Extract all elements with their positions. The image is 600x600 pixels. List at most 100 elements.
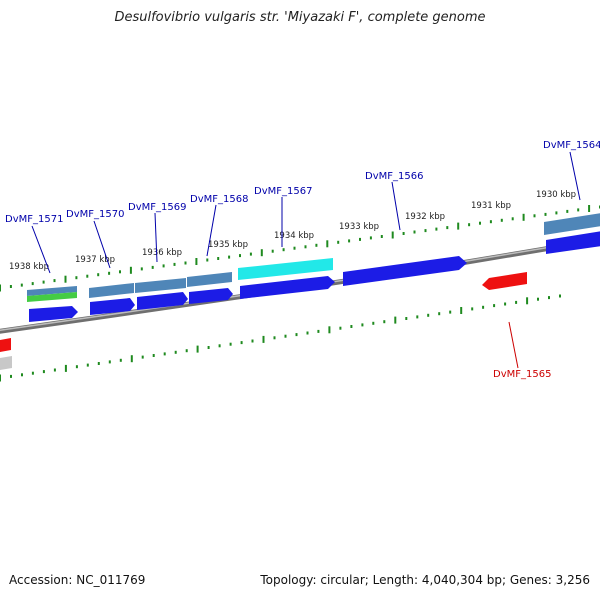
minor-tick <box>405 317 408 320</box>
minor-tick <box>295 333 298 337</box>
cds-1567[interactable] <box>240 276 335 299</box>
major-tick <box>588 205 591 212</box>
minor-tick <box>435 227 438 231</box>
minor-tick <box>315 243 318 247</box>
minor-tick <box>559 294 561 298</box>
minor-tick <box>86 274 89 278</box>
minor-tick <box>413 230 416 234</box>
gene-label-dvmf-1564[interactable]: DvMF_1564 <box>543 140 600 151</box>
genome-summary-text: Topology: circular; Length: 4,040,304 bp… <box>260 573 590 587</box>
minor-tick <box>548 296 550 300</box>
major-tick <box>326 240 329 248</box>
gene-label-dvmf-1566[interactable]: DvMF_1566 <box>365 171 423 182</box>
cds-1565[interactable] <box>482 272 527 290</box>
minor-tick <box>271 249 274 253</box>
gene-label-dvmf-1568[interactable]: DvMF_1568 <box>190 194 248 205</box>
feature-1571-a[interactable] <box>27 286 77 296</box>
cds-1566[interactable] <box>343 256 467 286</box>
minor-tick <box>402 232 405 235</box>
scale-label: 1936 kbp <box>142 248 182 258</box>
minor-tick <box>372 321 375 325</box>
scale-label: 1932 kbp <box>405 212 445 222</box>
minor-tick <box>317 329 320 333</box>
feature-left-gray[interactable] <box>0 356 12 370</box>
minor-tick <box>482 305 485 309</box>
feature-1571-b[interactable] <box>27 292 77 302</box>
minor-tick <box>217 257 220 260</box>
minor-tick <box>249 252 252 256</box>
feature-1568[interactable] <box>187 272 232 287</box>
major-tick <box>0 284 1 292</box>
major-tick <box>260 249 263 257</box>
minor-tick <box>284 334 287 338</box>
minor-tick <box>449 310 452 314</box>
scale-label: 1935 kbp <box>208 240 248 250</box>
cds-1569[interactable] <box>137 292 188 310</box>
minor-tick <box>75 276 78 280</box>
major-tick <box>460 307 463 314</box>
cds-left-red[interactable] <box>0 338 11 352</box>
major-tick <box>64 275 67 283</box>
minor-tick <box>359 237 361 241</box>
feature-1564[interactable] <box>544 213 600 235</box>
scale-label: 1930 kbp <box>536 190 576 200</box>
minor-tick <box>339 326 342 330</box>
cds-1564[interactable] <box>546 231 600 254</box>
scale-label: 1937 kbp <box>75 255 115 265</box>
minor-tick <box>239 254 241 258</box>
minor-tick <box>140 267 143 271</box>
minor-tick <box>369 236 372 240</box>
scale-label: 1934 kbp <box>274 231 314 241</box>
gene-label-dvmf-1569[interactable]: DvMF_1569 <box>128 202 186 213</box>
minor-tick <box>273 336 276 340</box>
minor-tick <box>511 217 514 221</box>
minor-tick <box>380 235 383 238</box>
minor-tick <box>31 282 34 286</box>
minor-tick <box>500 218 503 222</box>
minor-tick <box>207 346 210 349</box>
major-tick <box>457 222 460 230</box>
major-tick <box>526 297 529 305</box>
feature-1570[interactable] <box>89 283 134 298</box>
minor-tick <box>21 373 23 377</box>
minor-tick <box>119 270 121 274</box>
feature-1567[interactable] <box>238 258 333 280</box>
minor-tick <box>416 315 419 319</box>
minor-tick <box>206 258 209 262</box>
gene-label-dvmf-1565[interactable]: DvMF_1565 <box>493 369 551 380</box>
major-tick <box>129 266 132 274</box>
minor-tick <box>251 339 254 343</box>
minor-tick <box>493 304 496 308</box>
minor-tick <box>53 368 56 372</box>
cds-1571[interactable] <box>29 306 78 322</box>
minor-tick <box>293 246 296 250</box>
major-tick <box>196 345 199 353</box>
minor-tick <box>468 223 471 227</box>
minor-tick <box>544 212 547 216</box>
minor-tick <box>20 283 23 287</box>
minor-tick <box>489 220 492 224</box>
minor-tick <box>555 211 558 215</box>
minor-tick <box>185 349 188 353</box>
major-tick <box>64 364 67 372</box>
feature-track-upper <box>27 213 600 302</box>
gene-label-dvmf-1570[interactable]: DvMF_1570 <box>66 209 124 220</box>
minor-tick <box>141 355 144 359</box>
feature-1569[interactable] <box>135 278 186 293</box>
minor-tick <box>42 370 45 374</box>
cds-1570[interactable] <box>90 298 135 315</box>
gene-label-dvmf-1567[interactable]: DvMF_1567 <box>254 186 312 197</box>
minor-tick <box>53 279 56 283</box>
cds-1568[interactable] <box>189 288 233 304</box>
outer-tick-ring <box>0 205 600 292</box>
minor-tick <box>31 371 34 375</box>
minor-tick <box>471 307 474 311</box>
minor-tick <box>119 358 122 362</box>
major-tick <box>391 231 394 239</box>
gene-label-dvmf-1571[interactable]: DvMF_1571 <box>5 214 63 225</box>
scale-labels: 1938 kbp 1937 kbp 1936 kbp 1935 kbp 1934… <box>9 190 576 272</box>
genome-title: Desulfovibrio vulgaris str. 'Miyazaki F'… <box>114 10 486 25</box>
minor-tick <box>240 341 243 345</box>
minor-tick <box>218 344 221 348</box>
